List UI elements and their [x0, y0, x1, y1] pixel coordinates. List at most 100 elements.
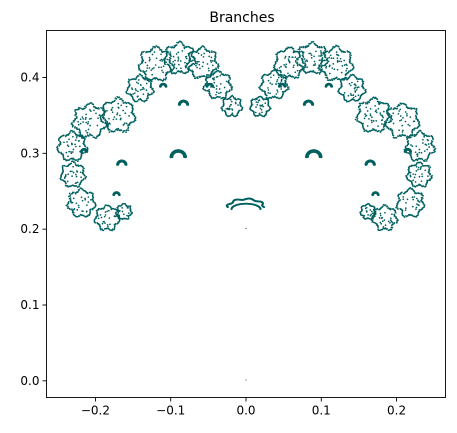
- scatter-point: [190, 47, 193, 50]
- scatter-point: [371, 210, 373, 213]
- scatter-point: [271, 83, 273, 86]
- scatter-point: [131, 112, 134, 114]
- scatter-point: [84, 135, 87, 138]
- scatter-point: [415, 165, 418, 168]
- scatter-point: [110, 130, 112, 132]
- scatter-point: [321, 57, 324, 59]
- scatter-point: [122, 100, 124, 102]
- scatter-point: [76, 135, 78, 137]
- scatter-point: [319, 46, 321, 49]
- scatter-point: [192, 72, 194, 74]
- scatter-point: [363, 130, 366, 132]
- scatter-point: [150, 80, 153, 83]
- scatter-point: [272, 74, 275, 77]
- scatter-point: [371, 212, 374, 215]
- scatter-point: [106, 210, 109, 213]
- scatter-point: [407, 140, 410, 142]
- scatter-point: [384, 211, 386, 214]
- scatter-point: [131, 121, 134, 123]
- scatter-point: [71, 201, 74, 204]
- scatter-point: [413, 176, 416, 179]
- scatter-points: [56, 40, 437, 381]
- scatter-point: [151, 88, 154, 91]
- scatter-point: [85, 121, 87, 124]
- scatter-point: [382, 225, 385, 228]
- scatter-point: [413, 120, 416, 123]
- scatter-point: [172, 68, 175, 70]
- scatter-point: [201, 65, 204, 68]
- scatter-point: [302, 68, 305, 71]
- scatter-point: [79, 118, 82, 121]
- scatter-point: [63, 164, 66, 167]
- scatter-point: [415, 206, 418, 209]
- scatter-point: [78, 183, 81, 186]
- scatter-point: [72, 197, 75, 200]
- scatter-point: [67, 201, 70, 203]
- scatter-point: [200, 54, 203, 56]
- scatter-point: [88, 118, 91, 120]
- scatter-point: [420, 192, 423, 195]
- scatter-point: [80, 196, 83, 199]
- scatter-point: [119, 114, 121, 117]
- scatter-point: [388, 113, 391, 116]
- scatter-point: [75, 202, 78, 205]
- scatter-point: [78, 145, 81, 148]
- scatter-point: [342, 93, 345, 96]
- scatter-point: [398, 110, 401, 112]
- scatter-point: [107, 129, 110, 131]
- scatter-point: [139, 84, 142, 86]
- scatter-point: [219, 91, 222, 94]
- scatter-point: [287, 75, 290, 77]
- scatter-point: [359, 110, 362, 112]
- scatter-point: [185, 46, 188, 49]
- scatter-point: [254, 111, 257, 114]
- scatter-point: [336, 61, 339, 63]
- scatter-point: [139, 89, 142, 91]
- scatter-point: [85, 106, 87, 108]
- scatter-point: [126, 214, 128, 217]
- scatter-point: [401, 211, 404, 213]
- scatter-point: [78, 128, 80, 130]
- scatter-point: [154, 64, 157, 66]
- x-tick-label: −0.2: [81, 404, 110, 418]
- scatter-point: [315, 72, 318, 75]
- scatter-point: [412, 179, 414, 182]
- scatter-point: [192, 75, 195, 77]
- scatter-point: [301, 61, 304, 64]
- scatter-point: [280, 65, 282, 68]
- scatter-point: [197, 49, 200, 51]
- x-tick-label: 0.0: [236, 404, 255, 418]
- scatter-point: [224, 98, 227, 100]
- scatter-point: [399, 199, 401, 201]
- scatter-point: [204, 89, 206, 91]
- scatter-point: [108, 122, 111, 124]
- scatter-point: [84, 144, 86, 147]
- scatter-point: [71, 175, 73, 177]
- scatter-point: [374, 213, 377, 216]
- scatter-point: [391, 130, 393, 133]
- scatter-point: [286, 86, 289, 89]
- scatter-point: [77, 120, 79, 123]
- scatter-point: [148, 59, 151, 62]
- scatter-point: [385, 120, 387, 122]
- scatter-point: [331, 47, 334, 50]
- y-tick-label: 0.1: [20, 298, 39, 312]
- scatter-point: [87, 201, 90, 203]
- scatter-point: [349, 70, 352, 72]
- scatter-point: [104, 119, 107, 121]
- scatter-point: [97, 217, 100, 220]
- scatter-point: [389, 127, 392, 130]
- scatter-point: [359, 104, 362, 106]
- scatter-point: [117, 127, 120, 130]
- scatter-point: [213, 81, 216, 84]
- scatter-point: [376, 194, 379, 197]
- scatter-point: [264, 73, 267, 76]
- scatter-point: [421, 201, 424, 204]
- scatter-point: [369, 113, 372, 115]
- scatter-point: [300, 46, 303, 48]
- scatter-point: [428, 166, 430, 168]
- scatter-point: [429, 166, 432, 169]
- scatter-point: [76, 209, 79, 211]
- scatter-point: [186, 103, 189, 106]
- scatter-point: [127, 212, 130, 214]
